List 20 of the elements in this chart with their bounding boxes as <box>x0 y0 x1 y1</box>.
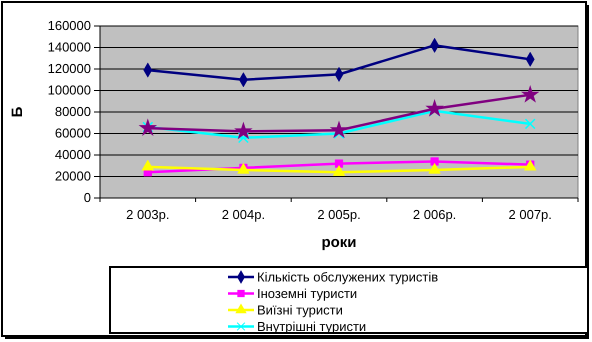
x-tick-label: 2 005р. <box>317 207 361 222</box>
y-tick-label: 80000 <box>54 104 91 120</box>
y-tick-label: 100000 <box>48 82 91 98</box>
x-tick-label: 2 007р. <box>508 207 552 222</box>
y-tick-label: 140000 <box>48 40 91 55</box>
x-axis-title: роки <box>321 234 357 251</box>
legend-label: Іноземні туристи <box>257 286 358 301</box>
y-tick-label: 0 <box>84 190 91 206</box>
y-tick-label: 40000 <box>54 147 91 162</box>
x-tick-label: 2 004р. <box>222 207 266 222</box>
x-tick-label: 2 003р. <box>126 207 170 222</box>
y-tick-label: 160000 <box>48 18 91 34</box>
y-tick-label: 60000 <box>54 126 91 141</box>
x-tick-label: 2 006р. <box>412 207 456 222</box>
legend-label: Виїзні туристи <box>257 302 343 318</box>
y-axis-title: Б <box>9 106 26 118</box>
y-tick-label: 20000 <box>54 168 91 184</box>
legend-label: Внутрішні туристи <box>257 319 366 334</box>
y-tick-label: 120000 <box>48 61 91 76</box>
legend-label: Кількість обслужених туристів <box>257 270 438 284</box>
